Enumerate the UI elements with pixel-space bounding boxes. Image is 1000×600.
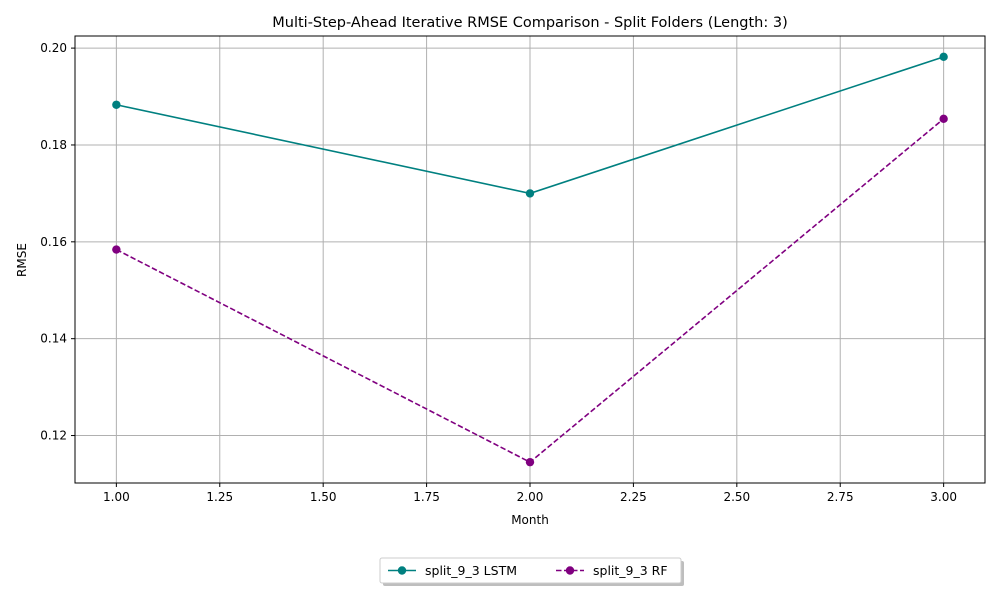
x-tick-label: 1.50	[310, 490, 337, 504]
data-point-series-2	[112, 245, 121, 254]
x-axis-title: Month	[511, 513, 549, 527]
data-point-series-2	[939, 114, 948, 124]
series-group	[112, 52, 948, 467]
x-tick-label: 2.25	[620, 490, 647, 504]
x-tick-label: 2.50	[723, 490, 750, 504]
legend-box	[379, 557, 682, 584]
x-tick-label: 1.75	[413, 490, 440, 504]
chart-title: Multi-Step-Ahead Iterative RMSE Comparis…	[272, 15, 788, 31]
y-tick-label: 0.20	[40, 41, 67, 55]
data-point-series-1	[525, 189, 535, 198]
data-point-series-2	[525, 457, 535, 467]
y-axis: 0.12 0.14 0.16 0.18 0.20	[40, 41, 75, 443]
legend: split_9_3 LSTM split_9_3 RF	[379, 557, 684, 586]
data-point-series-1	[939, 52, 948, 62]
y-axis-title: RMSE	[15, 243, 29, 277]
legend-marker-2	[565, 566, 575, 575]
legend-marker-1	[397, 566, 407, 575]
y-tick-label: 0.16	[40, 235, 67, 249]
y-tick-label: 0.18	[40, 138, 67, 152]
legend-label-2: split_9_3 RF	[593, 563, 668, 578]
x-tick-label: 3.00	[930, 490, 957, 504]
x-tick-label: 2.75	[827, 490, 854, 504]
x-axis: 1.00 1.25 1.50 1.75 2.00 2.25 2.50 2.75 3.00	[103, 483, 957, 504]
x-tick-label: 1.00	[103, 490, 130, 504]
x-tick-label: 2.00	[517, 490, 544, 504]
y-tick-label: 0.14	[40, 332, 67, 346]
x-tick-label: 1.25	[206, 490, 233, 504]
data-point-series-1	[112, 100, 121, 109]
y-tick-label: 0.12	[40, 429, 67, 443]
grid	[75, 36, 985, 483]
legend-label-1: split_9_3 LSTM	[425, 563, 517, 578]
